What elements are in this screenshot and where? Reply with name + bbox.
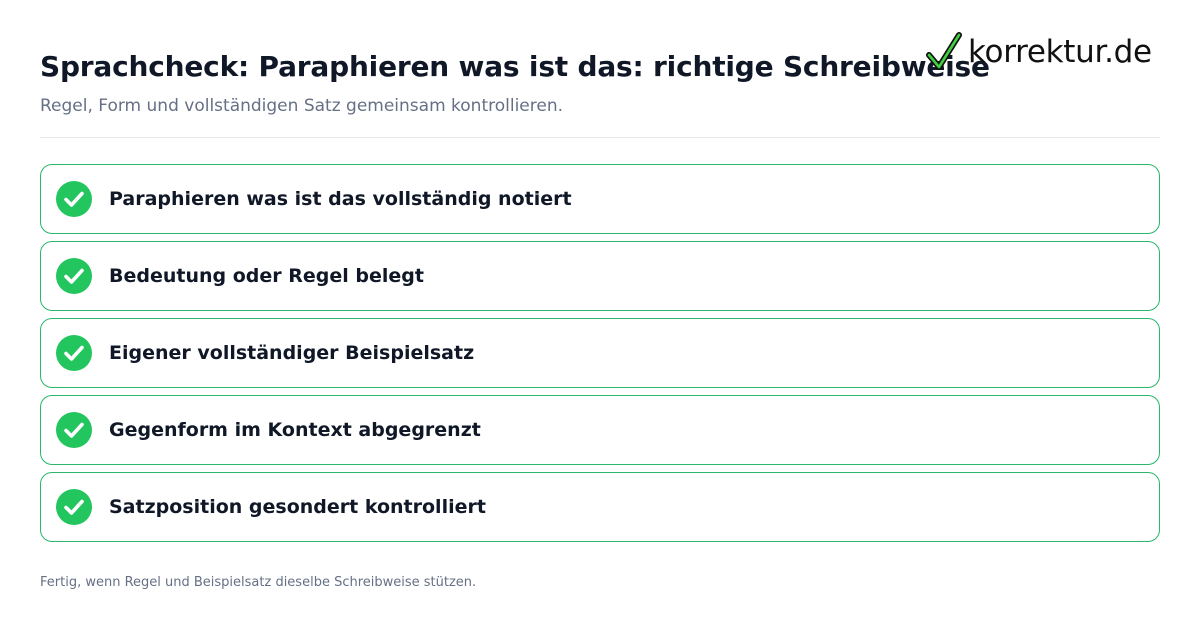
logo: korrektur.de [926, 30, 1152, 74]
page-subtitle: Regel, Form und vollständigen Satz gemei… [40, 96, 564, 116]
checkmark-icon [926, 32, 962, 70]
checklist-item-label: Eigener vollständiger Beispielsatz [109, 342, 475, 364]
check-circle-icon [56, 335, 92, 371]
logo-text: korrektur.de [968, 34, 1152, 70]
checklist-item: Bedeutung oder Regel belegt [40, 241, 1160, 311]
header-divider [40, 137, 1160, 138]
checklist-item-label: Satzposition gesondert kontrolliert [109, 496, 486, 518]
checklist-item-label: Paraphieren was ist das vollständig noti… [109, 188, 572, 210]
check-circle-icon [56, 489, 92, 525]
checklist-item: Satzposition gesondert kontrolliert [40, 472, 1160, 542]
check-circle-icon [56, 412, 92, 448]
check-circle-icon [56, 181, 92, 217]
checklist-item: Eigener vollständiger Beispielsatz [40, 318, 1160, 388]
footer-note: Fertig, wenn Regel und Beispielsatz dies… [40, 575, 477, 590]
checklist: Paraphieren was ist das vollständig noti… [40, 164, 1160, 549]
check-circle-icon [56, 258, 92, 294]
checklist-item: Paraphieren was ist das vollständig noti… [40, 164, 1160, 234]
page-title: Sprachcheck: Paraphieren was ist das: ri… [40, 50, 990, 83]
checklist-item: Gegenform im Kontext abgegrenzt [40, 395, 1160, 465]
checklist-item-label: Bedeutung oder Regel belegt [109, 265, 424, 287]
checklist-item-label: Gegenform im Kontext abgegrenzt [109, 419, 481, 441]
